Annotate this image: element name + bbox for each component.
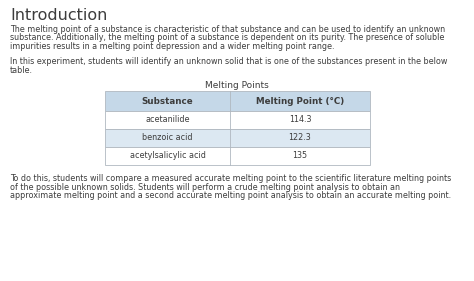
Bar	[105, 111, 370, 129]
Text: Melting Point (°C): Melting Point (°C)	[256, 96, 344, 105]
Text: benzoic acid: benzoic acid	[142, 133, 193, 142]
Text: 114.3: 114.3	[289, 115, 311, 124]
Text: acetanilide: acetanilide	[145, 115, 190, 124]
Text: table.: table.	[10, 66, 33, 75]
Text: approximate melting point and a second accurate melting point analysis to obtain: approximate melting point and a second a…	[10, 191, 451, 200]
Text: acetylsalicylic acid: acetylsalicylic acid	[129, 151, 205, 160]
Text: Introduction: Introduction	[10, 8, 108, 23]
Bar	[105, 129, 370, 147]
Text: To do this, students will compare a measured accurate melting point to the scien: To do this, students will compare a meas…	[10, 174, 451, 183]
Text: 122.3: 122.3	[289, 133, 311, 142]
Text: 135: 135	[292, 151, 308, 160]
Text: Substance: Substance	[142, 96, 193, 105]
Text: Melting Points: Melting Points	[205, 81, 269, 90]
Text: The melting point of a substance is characteristic of that substance and can be : The melting point of a substance is char…	[10, 25, 445, 34]
Bar	[105, 147, 370, 165]
Bar	[105, 91, 370, 111]
Text: substance. Additionally, the melting point of a substance is dependent on its pu: substance. Additionally, the melting poi…	[10, 33, 444, 42]
Text: impurities results in a melting point depression and a wider melting point range: impurities results in a melting point de…	[10, 42, 335, 51]
Text: of the possible unknown solids. Students will perform a crude melting point anal: of the possible unknown solids. Students…	[10, 182, 400, 191]
Text: In this experiment, students will identify an unknown solid that is one of the s: In this experiment, students will identi…	[10, 58, 447, 67]
